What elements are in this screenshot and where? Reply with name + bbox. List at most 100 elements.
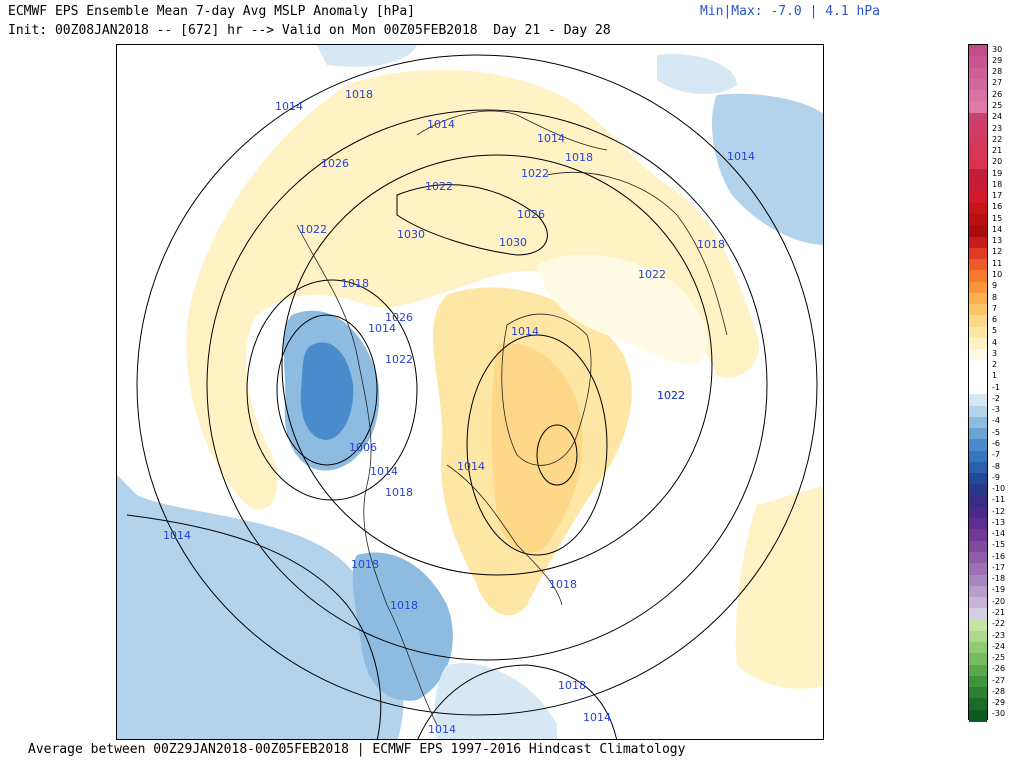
colorbar-swatch [969, 405, 987, 418]
colorbar-tick-label: -30 [992, 709, 1006, 719]
colorbar-swatch [969, 101, 987, 114]
colorbar-swatch [969, 67, 987, 80]
init-valid-line: Init: 00Z08JAN2018 -- [672] hr --> Valid… [8, 23, 611, 38]
colorbar-swatch [969, 236, 987, 249]
colorbar-tick-label: -28 [992, 686, 1006, 696]
positive-anomaly-europe [735, 485, 823, 689]
colorbar-tick-label: 30 [992, 44, 1003, 54]
colorbar-swatch [969, 270, 987, 283]
isobar-label: 1014 [428, 723, 456, 736]
isobar-label: 1018 [390, 599, 418, 612]
colorbar-swatch [969, 371, 987, 384]
colorbar-swatch [969, 574, 987, 587]
colorbar-swatch [969, 292, 987, 305]
colorbar [968, 44, 988, 722]
colorbar-tick-label: 1 [992, 371, 998, 381]
colorbar-swatch [969, 495, 987, 508]
colorbar-tick-label: -8 [992, 461, 1000, 471]
colorbar-tick-label: -3 [992, 405, 1000, 415]
colorbar-swatch [969, 552, 987, 564]
isobar-label: 1022 [425, 180, 453, 193]
min-max-readout: Min|Max: -7.0 | 4.1 hPa [700, 4, 881, 19]
isobar-label: 1018 [351, 558, 379, 571]
isobar-label: 1018 [385, 486, 413, 499]
colorbar-tick-label: -21 [992, 607, 1006, 617]
colorbar-tick-label: 8 [992, 292, 998, 302]
colorbar-tick-label: -20 [992, 596, 1006, 606]
colorbar-tick-label: -17 [992, 562, 1006, 572]
colorbar-tick-label: 23 [992, 123, 1003, 133]
colorbar-tick-label: 12 [992, 247, 1003, 257]
colorbar-swatch [969, 394, 987, 407]
colorbar-swatch [969, 202, 987, 215]
colorbar-tick-label: -15 [992, 540, 1006, 550]
isobar-label: 1014 [537, 132, 565, 145]
colorbar-swatch [969, 450, 987, 463]
isobar-label: 1026 [385, 311, 413, 324]
negative-anomaly-caribbean [434, 663, 557, 739]
isobar-label: 1014 [457, 460, 485, 473]
colorbar-tick-label: -23 [992, 630, 1006, 640]
colorbar-tick-label: -27 [992, 675, 1006, 685]
colorbar-tick-label: -24 [992, 641, 1006, 651]
negative-anomaly-usa [352, 552, 453, 701]
colorbar-tick-label: 28 [992, 67, 1003, 77]
isobar-label: 1022 [657, 389, 685, 402]
isobar-label: 1014 [275, 100, 303, 113]
colorbar-swatch [969, 146, 987, 159]
colorbar-swatch [969, 619, 987, 632]
negative-anomaly-core [300, 342, 354, 440]
colorbar-tick-label: 19 [992, 168, 1003, 178]
colorbar-swatch [969, 304, 987, 317]
colorbar-swatch [969, 540, 987, 553]
colorbar-tick-label: 15 [992, 213, 1003, 223]
colorbar-swatch [969, 642, 987, 655]
isobar-label: 1022 [299, 223, 327, 236]
colorbar-swatch [969, 180, 987, 193]
colorbar-tick-label: -1 [992, 382, 1000, 392]
colorbar-swatch [969, 709, 987, 722]
colorbar-swatch [969, 360, 987, 373]
colorbar-swatch [969, 563, 987, 576]
map-panel: 1014 1018 1014 1014 1018 1014 1026 1022 … [116, 44, 824, 740]
colorbar-tick-label: -12 [992, 506, 1006, 516]
colorbar-swatch [969, 326, 987, 339]
negative-anomaly-top [317, 45, 417, 67]
positive-anomaly-russia [537, 254, 708, 365]
colorbar-tick-label: 5 [992, 326, 998, 336]
colorbar-tick-label: -26 [992, 664, 1006, 674]
map-title: ECMWF EPS Ensemble Mean 7-day Avg MSLP A… [8, 4, 415, 19]
colorbar-tick-label: -6 [992, 438, 1000, 448]
colorbar-tick-label: 3 [992, 348, 998, 358]
colorbar-tick-label: -13 [992, 517, 1006, 527]
isobar-label: 1026 [517, 208, 545, 221]
colorbar-tick-label: 25 [992, 100, 1003, 110]
colorbar-tick-label: 9 [992, 281, 998, 291]
colorbar-tick-label: 6 [992, 315, 998, 325]
colorbar-swatch [969, 608, 987, 621]
colorbar-swatch [969, 653, 987, 666]
footer-caption: Average between 00Z29JAN2018-00Z05FEB201… [28, 742, 686, 757]
map-canvas: 1014 1018 1014 1014 1018 1014 1026 1022 … [117, 45, 823, 739]
colorbar-tick-label: 27 [992, 78, 1003, 88]
colorbar-tick-label: -14 [992, 529, 1006, 539]
colorbar-swatch [969, 123, 987, 136]
colorbar-swatch [969, 90, 987, 103]
isobar-contours [126, 54, 818, 739]
colorbar-swatch [969, 675, 987, 688]
colorbar-swatch [969, 506, 987, 519]
isobar-label: 1014 [370, 465, 398, 478]
colorbar-swatch [969, 529, 987, 542]
isobar-label: 1014 [427, 118, 455, 131]
colorbar-swatch [969, 78, 987, 91]
isobar-label: 1026 [321, 157, 349, 170]
colorbar-swatch [969, 473, 987, 486]
colorbar-swatch [969, 597, 987, 610]
colorbar-swatch [969, 315, 987, 328]
colorbar-tick-label: 18 [992, 179, 1003, 189]
colorbar-tick-label: 24 [992, 112, 1003, 122]
colorbar-swatch [969, 439, 987, 452]
colorbar-swatch [969, 247, 987, 260]
colorbar-swatch [969, 259, 987, 272]
colorbar-tick-label: 7 [992, 303, 998, 313]
